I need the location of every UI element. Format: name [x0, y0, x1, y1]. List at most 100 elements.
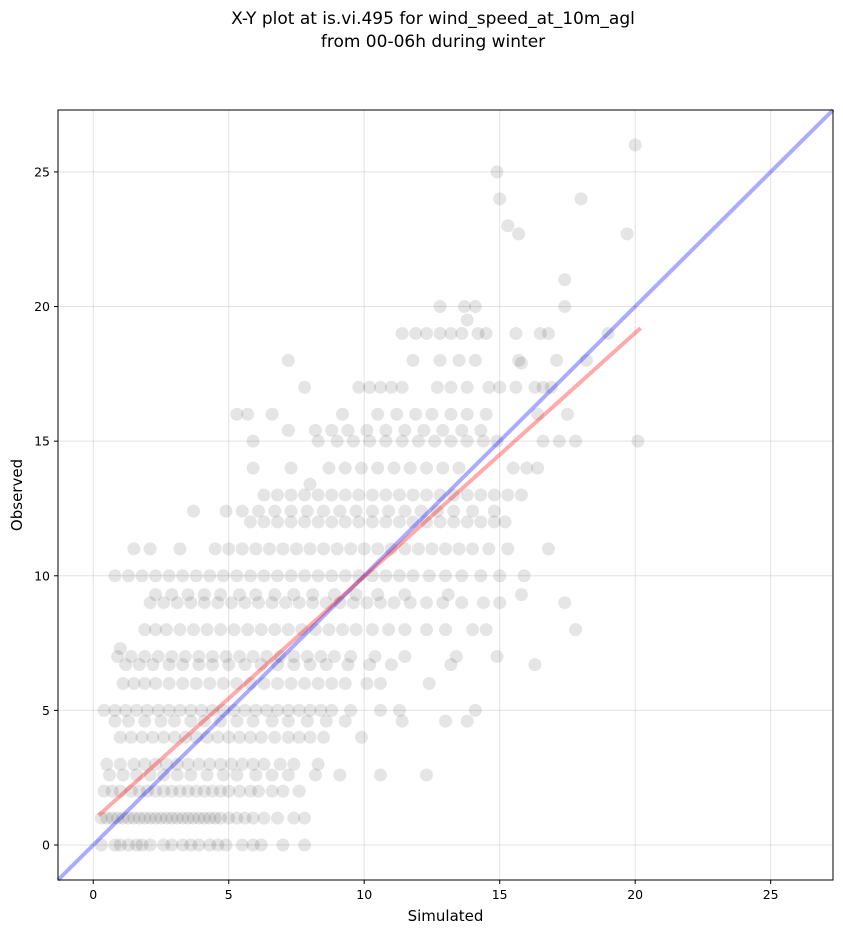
scatter-point: [420, 768, 434, 782]
scatter-point: [365, 488, 379, 502]
scatter-point: [189, 784, 203, 798]
scatter-point: [346, 434, 360, 448]
scatter-point: [168, 730, 182, 744]
scatter-point: [208, 542, 222, 556]
scatter-point: [184, 596, 198, 610]
scatter-point: [249, 768, 263, 782]
scatter-point: [365, 515, 379, 529]
scatter-point: [219, 838, 233, 852]
scatter-point: [205, 650, 219, 664]
scatter-point: [197, 811, 211, 825]
scatter-point: [392, 515, 406, 529]
scatter-point: [205, 784, 219, 798]
scatter-point: [436, 461, 450, 475]
scatter-point: [403, 596, 417, 610]
scatter-point: [430, 380, 444, 394]
scatter-point: [268, 588, 282, 602]
scatter-point: [509, 326, 523, 340]
scatter-point: [382, 623, 396, 637]
scatter-point: [113, 838, 127, 852]
scatter-point: [214, 757, 228, 771]
scatter-point: [135, 838, 149, 852]
scatter-point: [379, 488, 393, 502]
scatter-point: [195, 703, 209, 717]
x-tick-label: 15: [492, 887, 508, 902]
scatter-point: [395, 326, 409, 340]
scatter-point: [157, 838, 171, 852]
scatter-point: [398, 542, 412, 556]
scatter-point: [105, 784, 119, 798]
scatter-point: [143, 811, 157, 825]
scatter-point: [265, 714, 279, 728]
scatter-point: [203, 676, 217, 690]
scatter-point: [325, 703, 339, 717]
scatter-point: [631, 434, 645, 448]
scatter-point: [216, 676, 230, 690]
scatter-point: [162, 676, 176, 690]
scatter-point: [249, 542, 263, 556]
scatter-point: [395, 434, 409, 448]
scatter-point: [246, 838, 260, 852]
scatter-point: [176, 658, 190, 672]
scatter-point: [222, 658, 236, 672]
scatter-point: [395, 380, 409, 394]
scatter-point: [447, 515, 461, 529]
scatter-point: [151, 703, 165, 717]
scatter-point: [162, 658, 176, 672]
scatter-point: [474, 488, 488, 502]
scatter-point: [306, 596, 320, 610]
scatter-point: [541, 542, 555, 556]
scatter-point: [384, 380, 398, 394]
scatter-point: [268, 623, 282, 637]
scatter-point: [138, 623, 152, 637]
scatter-point: [257, 488, 271, 502]
scatter-point: [284, 569, 298, 583]
scatter-point: [149, 811, 163, 825]
scatter-point: [406, 488, 420, 502]
scatter-point: [411, 434, 425, 448]
scatter-point: [479, 623, 493, 637]
scatter-point: [344, 542, 358, 556]
scatter-point: [270, 703, 284, 717]
scatter-point: [428, 434, 442, 448]
scatter-point: [360, 596, 374, 610]
scatter-point: [276, 542, 290, 556]
scatter-point: [138, 714, 152, 728]
scatter-point: [208, 811, 222, 825]
scatter-point: [257, 811, 271, 825]
scatter-point: [360, 423, 374, 437]
scatter-point: [165, 650, 179, 664]
scatter-point: [317, 504, 331, 518]
scatter-point: [303, 542, 317, 556]
scatter-point: [97, 703, 111, 717]
scatter-point: [149, 623, 163, 637]
scatter-point: [157, 596, 171, 610]
scatter-point: [466, 623, 480, 637]
scatter-point: [487, 488, 501, 502]
scatter-point: [281, 623, 295, 637]
scatter-point: [243, 569, 257, 583]
scatter-point: [192, 757, 206, 771]
x-tick-label: 0: [89, 887, 97, 902]
scatter-point: [493, 380, 507, 394]
scatter-point: [398, 504, 412, 518]
scatter-point: [143, 768, 157, 782]
scatter-point: [203, 811, 217, 825]
scatter-point: [460, 714, 474, 728]
scatter-point: [238, 703, 252, 717]
scatter-point: [338, 515, 352, 529]
scatter-point: [138, 757, 152, 771]
scatter-point: [249, 703, 263, 717]
scatter-point: [165, 811, 179, 825]
scatter-point: [531, 461, 545, 475]
scatter-point: [254, 838, 268, 852]
scatter-point: [384, 658, 398, 672]
scatter-point: [541, 326, 555, 340]
scatter-point: [298, 515, 312, 529]
scatter-point: [260, 650, 274, 664]
scatter-point: [411, 542, 425, 556]
scatter-point: [243, 730, 257, 744]
scatter-point: [116, 676, 130, 690]
scatter-point: [509, 380, 523, 394]
scatter-point: [254, 658, 268, 672]
